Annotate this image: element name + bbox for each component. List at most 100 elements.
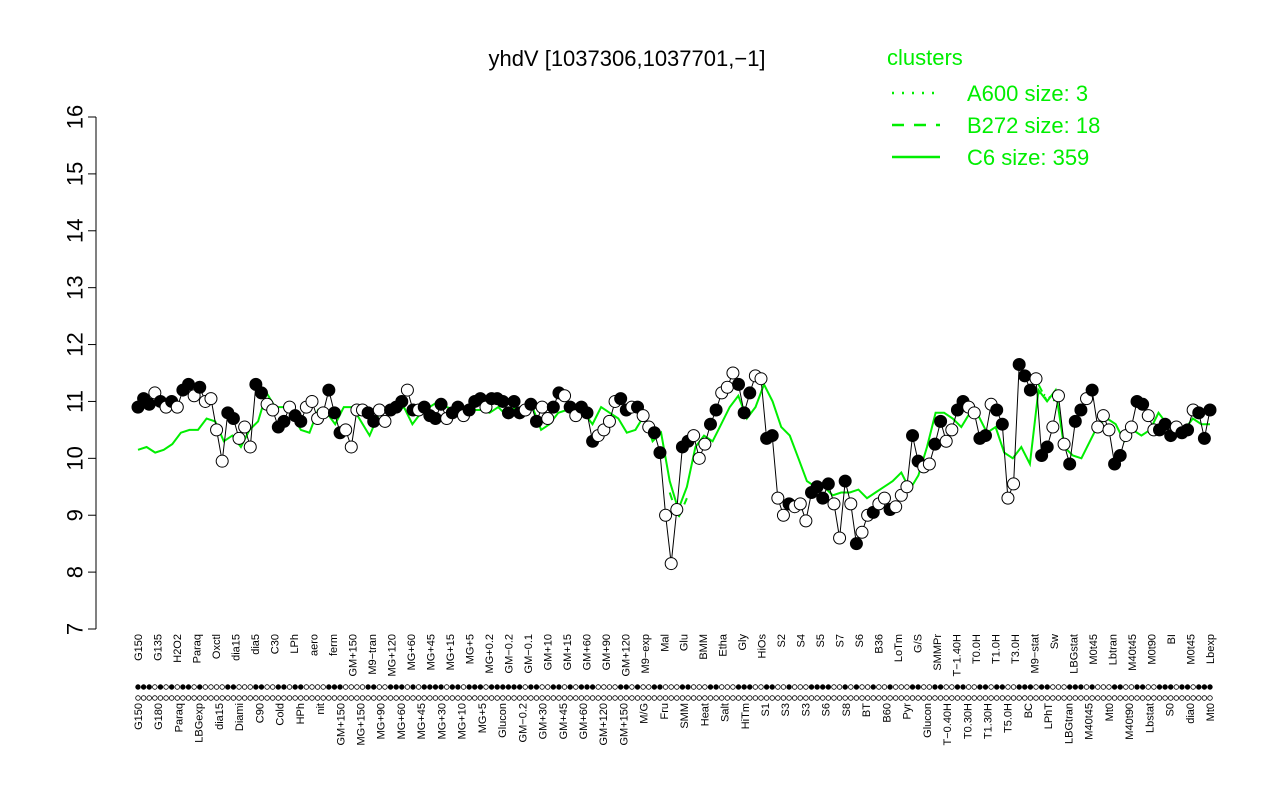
x-marker-filled	[359, 684, 366, 690]
data-point	[524, 397, 538, 411]
x-category-label-bottom: HiTm	[740, 703, 752, 729]
x-category-label-bottom: MG+150	[355, 703, 367, 746]
x-category-label-bottom: Paraq	[173, 703, 185, 732]
x-marker-open	[1117, 695, 1123, 701]
x-category-label-bottom: S0	[1165, 703, 1177, 716]
x-category-label-bottom: Diami	[234, 703, 246, 731]
x-category-label-top: G150	[133, 634, 145, 661]
x-marker-open	[1066, 695, 1073, 701]
x-marker-filled	[511, 684, 517, 690]
x-category-label-bottom: C90	[254, 703, 266, 723]
x-marker-open	[954, 695, 961, 701]
data-point	[1124, 420, 1138, 434]
x-marker-open	[427, 695, 433, 701]
x-marker-filled	[730, 684, 736, 690]
x-marker-open	[1106, 695, 1112, 701]
x-marker-open	[219, 695, 225, 701]
data-point	[243, 440, 257, 454]
x-marker-open	[870, 695, 876, 701]
x-category-label-bottom: MG+5	[477, 703, 489, 733]
x-marker-open	[797, 695, 803, 701]
x-category-label-bottom: Salt	[720, 703, 732, 722]
x-marker-filled	[1145, 684, 1151, 690]
x-marker-open	[320, 695, 326, 701]
x-marker-filled	[404, 684, 411, 690]
x-marker-filled	[298, 684, 304, 690]
x-marker-filled	[719, 684, 725, 690]
data-point	[636, 409, 650, 423]
data-point	[816, 491, 830, 505]
x-category-label-top: M0t45	[1186, 634, 1198, 665]
x-marker-open	[533, 695, 540, 701]
x-marker-filled	[1044, 684, 1050, 690]
x-category-label-top: BI	[1166, 634, 1178, 644]
x-marker-filled	[472, 684, 478, 690]
x-marker-open	[662, 695, 669, 701]
x-marker-filled	[443, 684, 450, 690]
x-marker-open	[960, 695, 966, 701]
x-marker-filled	[690, 684, 697, 690]
x-marker-open	[775, 695, 781, 701]
x-marker-filled	[545, 684, 551, 690]
x-marker-filled	[1100, 684, 1107, 690]
x-marker-filled	[988, 684, 994, 690]
x-marker-open	[185, 695, 192, 701]
x-marker-open	[887, 695, 893, 701]
gene-profile-line	[137, 362, 1211, 564]
x-marker-filled	[320, 684, 326, 690]
x-marker-filled	[533, 684, 540, 690]
x-marker-filled	[634, 684, 641, 690]
x-marker-open	[904, 695, 910, 701]
x-marker-open	[629, 695, 635, 701]
x-marker-open	[971, 695, 977, 701]
x-marker-filled	[842, 684, 848, 690]
x-marker-filled	[168, 684, 175, 690]
x-category-label-top: GM−0.2	[503, 634, 515, 673]
x-marker-open	[309, 695, 315, 701]
x-marker-open	[842, 695, 848, 701]
x-marker-open	[915, 695, 921, 701]
x-marker-open	[236, 695, 242, 701]
x-marker-open	[1196, 695, 1202, 701]
x-marker-open	[859, 695, 865, 701]
x-marker-open	[1055, 695, 1062, 701]
x-category-label-bottom: Glucon	[497, 703, 509, 738]
x-category-label-top: SMMPr	[932, 634, 944, 671]
data-point	[737, 406, 751, 420]
x-category-label-bottom: S3	[780, 703, 792, 716]
data-point	[922, 457, 936, 471]
x-marker-open	[679, 695, 686, 701]
data-point	[294, 414, 308, 428]
x-marker-open	[421, 695, 427, 701]
x-marker-open	[1083, 695, 1090, 701]
x-marker-open	[460, 695, 467, 701]
x-marker-open	[752, 695, 759, 701]
y-tick-label: 8	[63, 566, 88, 578]
x-marker-open	[152, 695, 158, 701]
x-marker-filled	[780, 684, 787, 690]
x-marker-filled	[629, 684, 635, 690]
x-marker-filled	[713, 684, 719, 690]
x-marker-open	[1027, 695, 1034, 701]
x-marker-filled	[595, 684, 601, 690]
x-marker-open	[1173, 695, 1180, 701]
x-marker-filled	[371, 684, 377, 690]
x-marker-filled	[1095, 684, 1101, 690]
x-marker-open	[382, 695, 388, 701]
x-marker-filled	[1027, 684, 1034, 690]
x-marker-filled	[1201, 684, 1208, 690]
x-marker-filled	[516, 684, 523, 690]
x-marker-filled	[679, 684, 686, 690]
x-marker-open	[522, 695, 528, 701]
data-point	[1136, 397, 1150, 411]
x-marker-filled	[393, 684, 399, 690]
x-marker-filled	[303, 684, 310, 690]
x-marker-open	[197, 695, 203, 701]
x-category-label-top: S4	[796, 634, 808, 647]
x-marker-filled	[994, 684, 1000, 690]
x-marker-filled	[999, 684, 1006, 690]
data-point	[709, 403, 723, 417]
x-marker-open	[932, 695, 938, 701]
data-point	[254, 386, 268, 400]
x-category-label-bottom: Mt0	[1205, 703, 1217, 721]
